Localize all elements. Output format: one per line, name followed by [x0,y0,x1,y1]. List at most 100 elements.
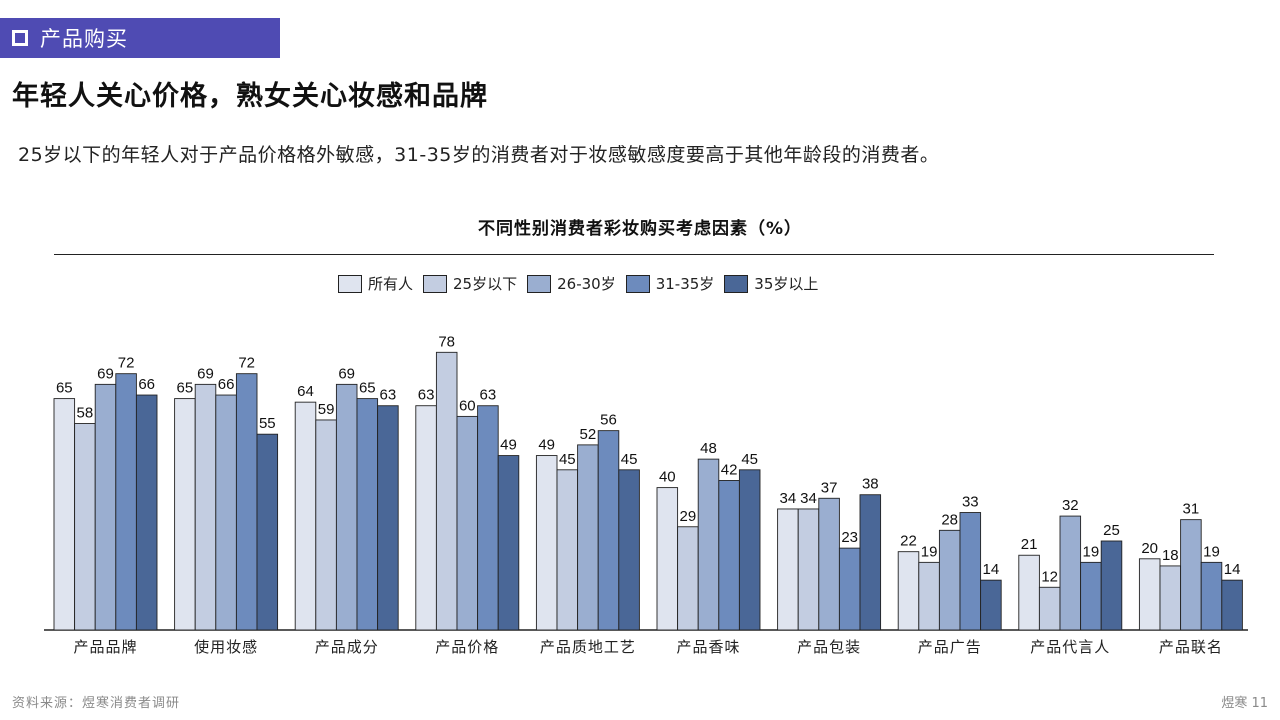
legend-swatch [423,274,448,293]
bar [94,383,117,631]
data-label: 45 [741,451,758,468]
bar [415,405,437,631]
data-label: 18 [1162,547,1179,564]
data-label: 64 [297,383,314,400]
bar [738,469,761,631]
bar [1059,515,1082,631]
bar [315,419,337,631]
legend-label: 35岁以上 [754,275,819,293]
data-label: 66 [138,376,155,393]
data-label: 52 [580,426,597,443]
legend-item: 所有人 [338,273,413,294]
data-label: 63 [480,387,497,404]
bar [577,444,599,631]
bar [1138,558,1161,631]
bar [356,398,379,631]
bar [194,383,217,631]
data-label: 49 [538,437,555,454]
data-label: 25 [1103,522,1120,539]
bar [497,455,520,631]
bar [256,433,279,631]
data-label: 59 [318,401,335,418]
bar [53,398,76,631]
bar [456,415,479,631]
data-label: 40 [659,469,676,486]
bar [656,487,679,631]
data-label: 12 [1041,568,1058,585]
data-label: 21 [1021,536,1038,553]
data-label: 65 [359,380,376,397]
legend-swatch [625,274,650,293]
bar [235,373,258,631]
legend-label: 31-35岁 [655,275,715,293]
x-tick-label: 产品包装 [797,638,861,656]
bar [718,480,740,631]
section-header: 产品购买 [0,18,280,58]
legend-item: 25岁以下 [423,273,517,294]
data-label: 34 [800,490,817,507]
bar [918,561,940,631]
data-label: 14 [983,561,1000,578]
bar [535,455,558,631]
bar [959,512,982,631]
data-label: 63 [418,387,435,404]
data-label: 65 [56,380,73,397]
data-label: 66 [218,376,235,393]
section-label: 产品购买 [40,27,128,51]
legend-item: 35岁以上 [724,273,818,294]
data-label: 69 [197,365,214,382]
data-label: 19 [1083,543,1100,560]
page-headline: 年轻人关心价格，熟女关心妆感和品牌 [12,81,488,112]
bar [115,373,137,631]
bar [859,494,882,631]
bar [435,351,458,631]
bar [818,497,840,631]
bar [838,547,861,631]
x-tick-label: 产品联名 [1159,638,1223,656]
x-tick-label: 产品香味 [676,638,740,656]
source-note: 资料来源：煜寒消费者调研 [12,696,181,711]
legend-swatch [338,274,362,293]
bar [618,469,640,631]
bar [938,529,961,631]
data-label: 69 [97,365,114,382]
x-tick-label: 使用妆感 [194,638,258,656]
x-tick-label: 产品价格 [435,638,499,656]
bar [797,508,820,631]
data-label: 55 [259,415,276,432]
data-label: 29 [680,508,697,525]
bar [697,458,720,631]
legend-item: 31-35岁 [625,273,715,294]
bar [1080,561,1102,631]
data-label: 69 [338,365,355,382]
data-label: 78 [438,333,455,350]
bar [215,394,237,631]
data-label: 60 [459,397,476,414]
x-tick-label: 产品质地工艺 [540,638,636,656]
x-tick-label: 产品广告 [918,638,982,656]
data-label: 19 [921,543,938,560]
bar [477,405,499,631]
data-label: 14 [1224,561,1241,578]
bar [556,469,579,631]
x-tick-label: 产品成分 [315,638,379,656]
data-label: 72 [118,355,135,372]
square-icon [12,30,28,46]
bar [377,405,399,631]
data-label: 31 [1183,501,1200,518]
data-label: 34 [780,490,797,507]
legend-label: 25岁以下 [453,275,518,293]
bar [677,526,699,631]
bar [1038,586,1061,631]
data-label: 42 [721,461,738,478]
bar [1018,554,1040,631]
bar [777,508,799,631]
bar [897,551,920,631]
page-subtext: 25岁以下的年轻人对于产品价格格外敏感，31-35岁的消费者对于妆感敏感度要高于… [18,144,940,166]
data-label: 63 [380,387,397,404]
legend-label: 所有人 [368,275,414,293]
data-label: 19 [1203,543,1220,560]
data-label: 20 [1141,540,1158,557]
data-label: 37 [821,479,838,496]
